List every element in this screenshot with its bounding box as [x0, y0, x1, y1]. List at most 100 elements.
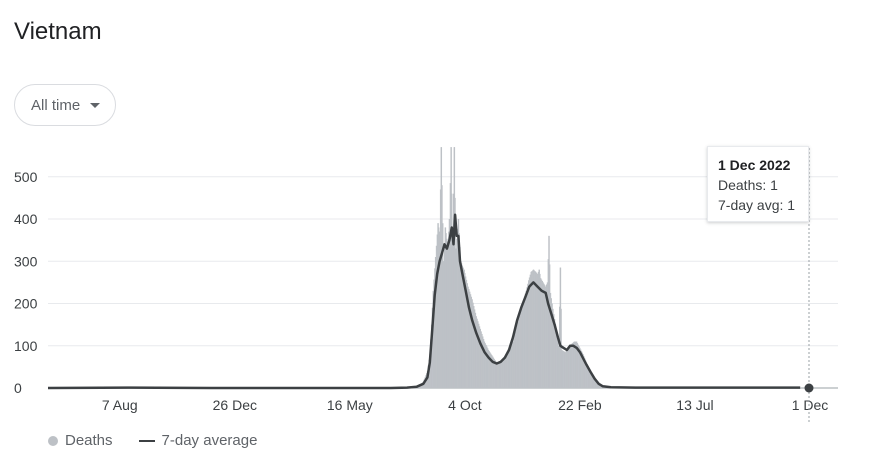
deaths-bar [489, 352, 491, 388]
deaths-bar [559, 267, 562, 388]
deaths-bar [581, 352, 583, 388]
x-tick-label: 7 Aug [102, 397, 138, 413]
deaths-bar [585, 360, 587, 388]
deaths-bar [567, 348, 569, 388]
deaths-bar [585, 362, 588, 388]
deaths-bar [572, 342, 574, 388]
page-title: Vietnam [14, 18, 102, 45]
deaths-bar [444, 244, 446, 388]
deaths-bar [449, 183, 451, 388]
deaths-bar [469, 291, 471, 388]
deaths-bar [529, 274, 531, 388]
deaths-bar [511, 342, 513, 388]
deaths-bar [536, 272, 538, 388]
deaths-bar [483, 341, 486, 388]
deaths-bar [488, 351, 490, 388]
deaths-bar [467, 286, 469, 388]
deaths-bar [597, 381, 599, 388]
y-tick-label: 200 [14, 296, 38, 312]
deaths-bar [433, 279, 435, 388]
deaths-bar [435, 245, 437, 388]
deaths-bar [442, 223, 444, 388]
deaths-bar [510, 345, 512, 388]
deaths-bar [512, 341, 514, 388]
x-tick-label: 4 Oct [448, 397, 482, 413]
deaths-bar [564, 352, 566, 388]
deaths-bar [590, 372, 592, 388]
deaths-bar [466, 279, 468, 388]
deaths-bar [484, 343, 486, 388]
deaths-bar [557, 340, 559, 388]
deaths-bar [572, 342, 575, 388]
deaths-bar [527, 283, 529, 388]
deaths-bar [476, 318, 478, 388]
deaths-bar [573, 341, 575, 388]
deaths-bar [432, 290, 434, 388]
deaths-bar [438, 227, 440, 388]
deaths-bar [458, 233, 460, 388]
deaths-bar [543, 283, 545, 388]
deaths-bar [541, 279, 543, 388]
deaths-bar [519, 311, 521, 388]
x-tick-label: 1 Dec [792, 397, 829, 413]
deaths-bar [463, 269, 465, 388]
deaths-bar [554, 318, 556, 388]
tooltip-avg: 7-day avg: 1 [718, 197, 796, 213]
deaths-bar [498, 362, 500, 388]
deaths-bar [445, 233, 447, 388]
tooltip-deaths: Deaths: 1 [718, 177, 778, 193]
deaths-bar [588, 367, 590, 388]
legend-average-label: 7-day average [161, 432, 258, 449]
deaths-bar [582, 354, 584, 388]
deaths-bar [537, 273, 539, 388]
deaths-bar [528, 280, 530, 388]
deaths-bar [522, 302, 524, 388]
deaths-bar [487, 348, 489, 388]
deaths-bar [586, 364, 588, 388]
deaths-bar [575, 341, 577, 388]
deaths-bar [468, 289, 470, 388]
deaths-bar [542, 282, 544, 388]
deaths-bar [502, 358, 504, 388]
deaths-bar [568, 346, 570, 388]
deaths-bar [437, 223, 439, 388]
deaths-bar [452, 240, 454, 388]
deaths-bar [504, 356, 506, 388]
deaths-bar [517, 321, 519, 388]
deaths-bar [509, 346, 511, 388]
deaths-bar [531, 271, 533, 388]
deaths-bar [525, 290, 527, 388]
deaths-bar [499, 362, 501, 388]
deaths-bar [521, 304, 523, 388]
deaths-bar [559, 306, 561, 388]
deaths-bar [452, 193, 455, 388]
tooltip-date: 1 Dec 2022 [718, 157, 791, 173]
deaths-bar [492, 356, 494, 388]
x-tick-label: 16 May [327, 397, 373, 413]
deaths-bar [456, 238, 458, 388]
deaths-bar [461, 263, 463, 388]
chevron-down-icon [90, 102, 101, 108]
deaths-bar [590, 371, 592, 388]
deaths-bar [439, 231, 441, 388]
deaths-bar [506, 352, 508, 388]
deaths-bar [592, 374, 594, 388]
data-tooltip: 1 Dec 2022 Deaths: 1 7-day avg: 1 [707, 146, 809, 222]
time-range-dropdown[interactable]: All time [14, 84, 116, 126]
deaths-bar [551, 303, 553, 388]
deaths-bar [598, 382, 600, 388]
deaths-bar [473, 306, 475, 388]
y-tick-label: 300 [14, 253, 38, 269]
deaths-bar [434, 268, 436, 388]
deaths-bar [447, 244, 449, 388]
deaths-bar [500, 362, 502, 388]
deaths-bar [523, 296, 526, 388]
y-tick-label: 500 [14, 169, 38, 185]
deaths-bar [563, 351, 565, 388]
deaths-bar [555, 328, 557, 388]
deaths-bar [448, 231, 450, 388]
deaths-bar [462, 267, 464, 388]
deaths-bar [560, 308, 562, 388]
deaths-bar [587, 366, 589, 388]
